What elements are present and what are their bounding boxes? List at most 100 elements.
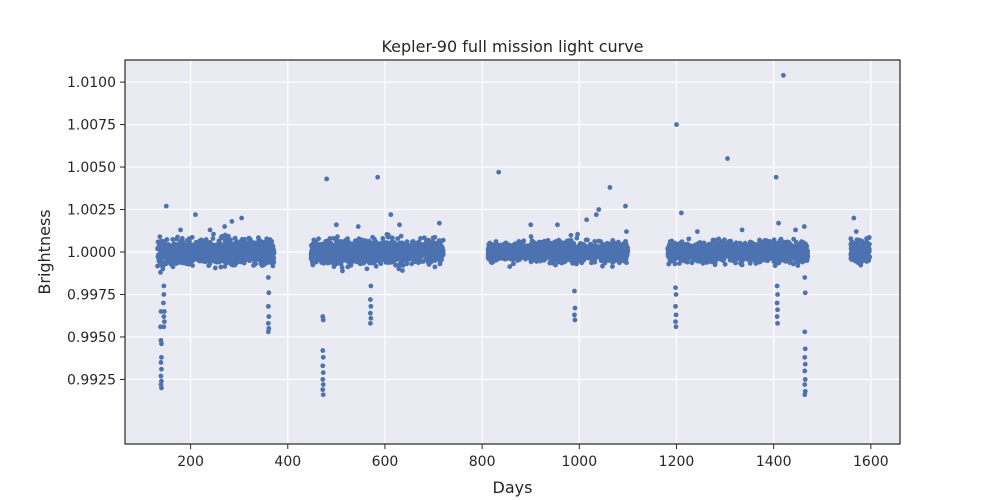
data-point — [164, 244, 170, 250]
data-point — [317, 247, 323, 253]
data-point — [510, 261, 516, 267]
data-point — [181, 259, 187, 265]
data-point — [225, 236, 230, 242]
data-point — [257, 243, 263, 249]
data-point — [203, 250, 209, 256]
data-point — [486, 256, 492, 262]
data-point — [544, 242, 550, 248]
data-point — [344, 246, 350, 252]
data-point — [332, 261, 338, 267]
data-point — [337, 239, 343, 244]
data-point — [198, 243, 204, 249]
data-point — [617, 260, 622, 266]
data-point — [313, 239, 319, 245]
data-point — [250, 249, 256, 255]
data-point — [164, 248, 170, 254]
data-point — [358, 244, 364, 250]
data-point — [223, 250, 229, 256]
data-point — [373, 263, 379, 269]
data-point — [566, 254, 571, 260]
data-point — [551, 243, 557, 249]
data-point — [335, 234, 340, 240]
data-point — [322, 250, 328, 255]
data-point — [178, 227, 183, 233]
data-point — [211, 243, 216, 249]
data-point — [489, 242, 495, 248]
data-point — [396, 266, 402, 272]
data-point — [208, 253, 214, 259]
data-point — [181, 246, 187, 251]
data-point — [432, 234, 438, 240]
data-point — [524, 254, 529, 260]
data-point — [584, 245, 590, 251]
data-point — [588, 252, 594, 258]
data-point — [431, 240, 437, 246]
data-point — [568, 232, 574, 238]
data-point — [169, 252, 174, 258]
data-point — [211, 231, 216, 237]
data-point — [387, 259, 393, 265]
data-point — [235, 258, 241, 264]
data-point — [427, 259, 432, 265]
data-point — [398, 262, 404, 268]
data-point — [243, 246, 249, 252]
data-point — [364, 266, 370, 272]
data-point — [271, 247, 277, 253]
data-point — [327, 253, 333, 259]
data-point — [414, 255, 419, 260]
data-point — [413, 243, 419, 248]
data-point — [539, 249, 545, 255]
data-point — [316, 236, 321, 242]
data-point — [206, 259, 212, 264]
data-point — [621, 244, 627, 250]
data-point — [440, 237, 446, 243]
data-point — [596, 238, 602, 244]
data-point — [343, 237, 349, 243]
data-point — [610, 264, 615, 269]
data-point — [368, 254, 374, 260]
data-point — [237, 242, 243, 247]
data-point — [426, 237, 431, 243]
data-point — [551, 248, 557, 254]
data-point — [270, 258, 276, 264]
data-point — [315, 256, 321, 262]
data-point — [526, 243, 532, 249]
data-point — [310, 244, 316, 250]
data-point — [393, 262, 398, 268]
data-point — [531, 254, 537, 259]
data-point — [559, 247, 565, 253]
data-point — [422, 243, 427, 249]
data-point — [382, 253, 388, 259]
data-point — [385, 234, 391, 240]
data-point — [613, 249, 619, 254]
data-point — [212, 265, 218, 271]
data-point — [619, 252, 625, 258]
data-point — [583, 237, 589, 243]
data-point — [418, 241, 424, 247]
data-point — [351, 252, 357, 258]
data-point — [575, 231, 580, 237]
data-point — [352, 257, 357, 263]
data-point — [174, 261, 179, 266]
data-point — [591, 256, 596, 262]
data-point — [485, 251, 491, 257]
data-point — [524, 247, 530, 253]
data-point — [426, 246, 432, 252]
data-point — [320, 257, 325, 263]
data-point — [385, 244, 390, 250]
data-point — [575, 250, 580, 256]
data-point — [346, 240, 352, 246]
data-point — [607, 249, 613, 255]
data-point — [335, 254, 340, 260]
data-point — [160, 266, 166, 272]
data-point — [493, 239, 499, 244]
data-point — [430, 254, 436, 260]
data-point — [539, 244, 544, 250]
data-point — [179, 252, 184, 258]
data-point — [368, 250, 373, 256]
data-point — [598, 244, 604, 250]
data-point — [370, 240, 376, 246]
data-point — [432, 264, 438, 270]
data-point — [241, 260, 247, 266]
data-point — [259, 248, 265, 254]
